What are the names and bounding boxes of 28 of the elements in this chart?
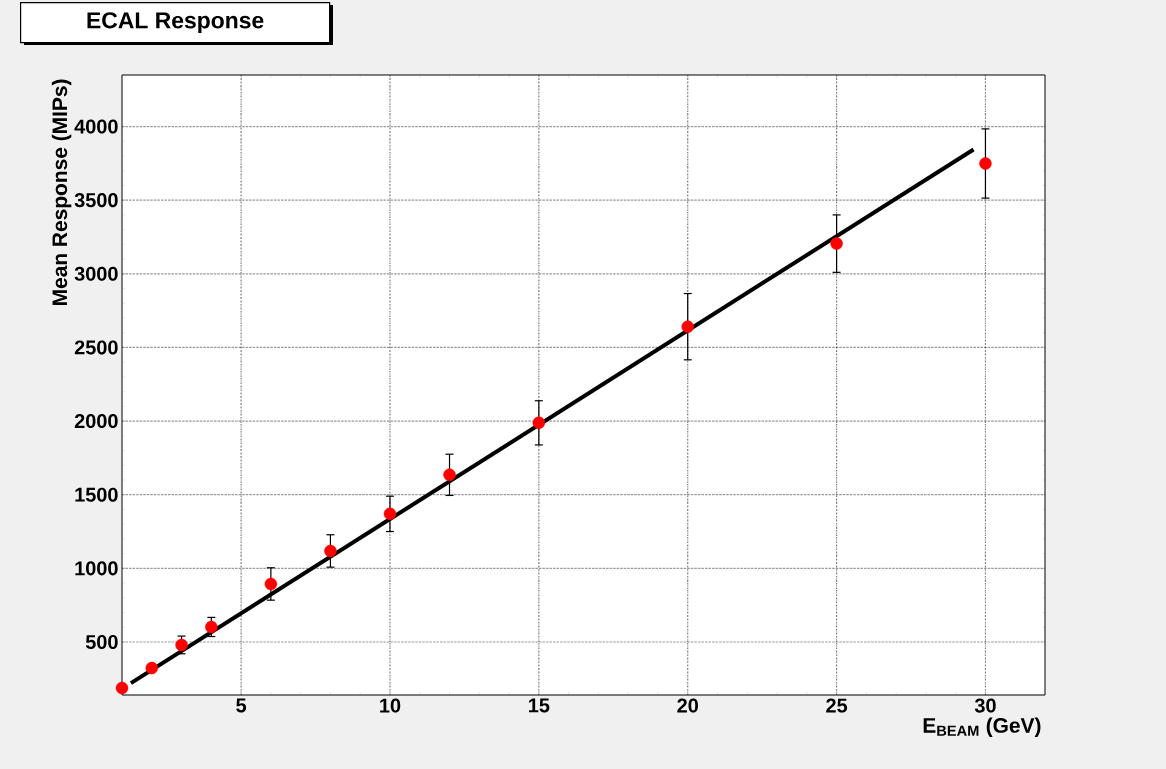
x-axis-title: E$_{BEAM}$ (GeV) bbox=[923, 717, 1041, 737]
point bbox=[264, 577, 278, 591]
y-tick-label: 3500 bbox=[74, 193, 118, 208]
point bbox=[681, 320, 694, 333]
y-tick-label: 500 bbox=[85, 634, 118, 650]
x-tick-label: 5 bbox=[236, 698, 247, 713]
point bbox=[443, 468, 456, 482]
y-axis-title: Mean Response (MIPs) bbox=[51, 79, 72, 305]
point bbox=[115, 681, 129, 695]
point bbox=[979, 157, 992, 170]
y-tick-label: 1500 bbox=[75, 487, 118, 502]
point bbox=[532, 416, 546, 430]
y-tick-label: 2500 bbox=[74, 340, 118, 355]
x-tick-label: 10 bbox=[380, 698, 401, 713]
point bbox=[383, 507, 397, 521]
point bbox=[324, 544, 337, 558]
y-tick-label: 2000 bbox=[74, 414, 118, 429]
chart-title: ECAL Response bbox=[87, 12, 264, 33]
point bbox=[205, 620, 218, 634]
y-tick-label: 4000 bbox=[74, 119, 118, 134]
x-tick-label: 20 bbox=[677, 698, 698, 713]
y-tick-label: 3000 bbox=[74, 266, 118, 281]
y-tick-label: 1000 bbox=[75, 561, 118, 576]
x-tick-label: 30 bbox=[974, 698, 996, 713]
point bbox=[830, 237, 843, 250]
point bbox=[145, 661, 158, 675]
x-tick-label: 15 bbox=[529, 698, 550, 713]
x-tick-label: 25 bbox=[826, 698, 848, 713]
